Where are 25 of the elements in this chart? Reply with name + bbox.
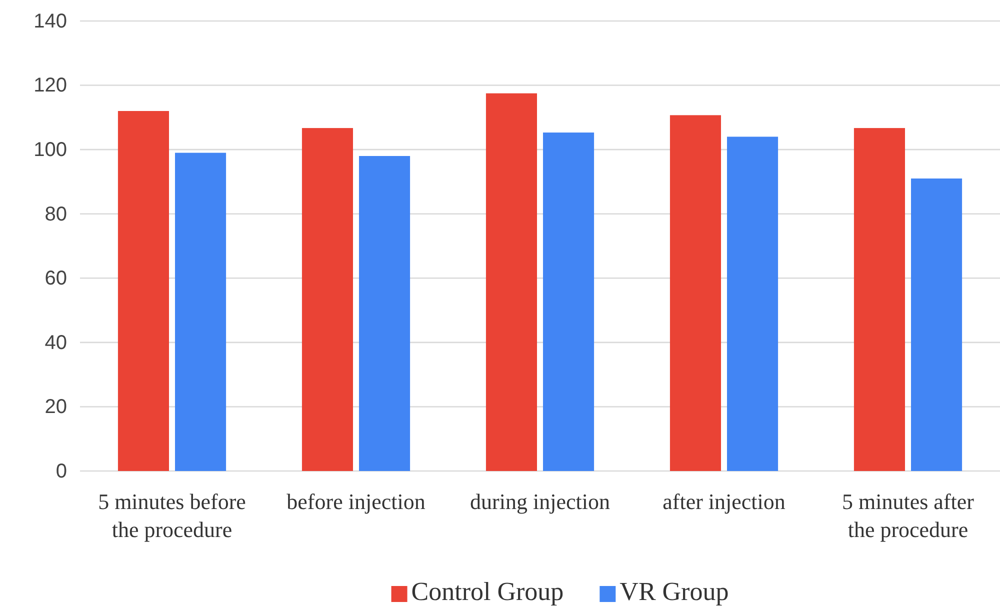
bar (118, 111, 169, 471)
bar (175, 152, 226, 471)
legend-label: Control Group (411, 577, 564, 606)
bar (911, 178, 962, 471)
bar (359, 156, 410, 471)
y-tick-label: 140 (34, 10, 67, 32)
y-tick-label: 0 (56, 460, 67, 482)
x-tick-label: after injection (662, 489, 786, 514)
bar (854, 128, 905, 471)
bar (543, 132, 594, 471)
x-tick-label: 5 minutes after the procedure (842, 489, 975, 542)
bar (670, 115, 721, 471)
y-tick-label: 40 (44, 332, 67, 354)
legend-label: VR Group (620, 577, 729, 606)
y-tick-label: 60 (44, 268, 67, 290)
bar (727, 136, 778, 471)
y-tick-label: 100 (34, 138, 67, 161)
bar (486, 93, 537, 471)
y-tick-label: 80 (44, 203, 67, 226)
x-tick-label: 5 minutes before the procedure (98, 489, 246, 542)
x-tick-label: before injection (286, 489, 426, 514)
bar (302, 128, 353, 471)
y-tick-label: 20 (44, 396, 67, 418)
x-tick-label: during injection (470, 489, 610, 514)
y-tick-label: 120 (34, 74, 67, 97)
